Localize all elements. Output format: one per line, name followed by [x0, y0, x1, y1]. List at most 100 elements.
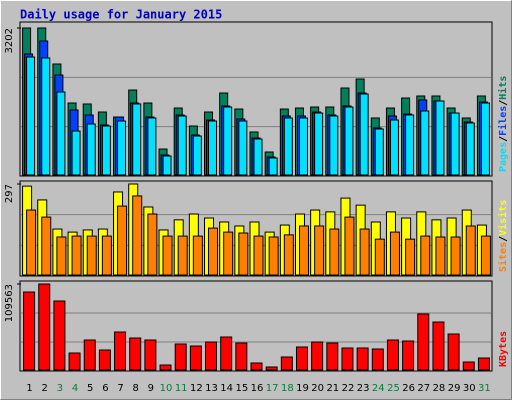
bar — [314, 225, 325, 276]
bar — [208, 227, 219, 276]
x-tick-label: 3 — [57, 383, 63, 394]
panel-frame — [19, 21, 493, 177]
x-tick-label: 16 — [251, 383, 264, 394]
bar — [177, 235, 188, 276]
bar — [223, 231, 234, 276]
bar — [386, 339, 399, 371]
x-tick-label: 13 — [205, 383, 218, 394]
bar — [101, 235, 112, 276]
bar — [477, 357, 490, 371]
bar — [435, 100, 445, 176]
bar — [86, 123, 96, 176]
bar — [341, 347, 354, 371]
chart-title: Daily usage for January 2015 — [20, 8, 222, 22]
x-tick-label: 6 — [102, 383, 108, 394]
bar — [405, 114, 415, 176]
bar — [374, 128, 384, 176]
x-tick-label: 29 — [448, 383, 461, 394]
legend-entry: Visits — [497, 200, 509, 236]
legend-entry: Sites — [497, 242, 509, 272]
bar — [402, 340, 415, 371]
bar — [465, 122, 475, 176]
legend: Pages/Files/Hits — [497, 76, 509, 172]
bar — [298, 225, 309, 276]
bar — [268, 157, 278, 176]
bar — [359, 93, 369, 176]
bar — [159, 364, 172, 371]
x-tick-label: 7 — [117, 383, 123, 394]
bar — [311, 341, 324, 371]
bar — [405, 238, 416, 276]
bar — [268, 236, 279, 276]
x-tick-label: 5 — [87, 383, 93, 394]
x-tick-label: 25 — [387, 383, 400, 394]
x-tick-label: 18 — [281, 383, 294, 394]
legend-entry: Pages — [498, 142, 509, 172]
legend-separator: / — [498, 100, 509, 106]
bar — [101, 125, 111, 176]
bar — [250, 362, 263, 371]
x-tick-label: 20 — [311, 383, 324, 394]
bar — [326, 342, 339, 371]
bar — [132, 103, 142, 176]
bar — [162, 155, 172, 176]
bar — [344, 216, 355, 276]
x-tick-label: 27 — [417, 383, 430, 394]
bar — [374, 238, 385, 276]
x-tick-label: 15 — [235, 383, 248, 394]
bar — [41, 216, 52, 276]
bar — [389, 231, 400, 276]
bar — [83, 339, 96, 371]
x-tick-label: 1 — [26, 383, 32, 394]
bar — [192, 135, 202, 176]
bar — [298, 117, 308, 176]
legend-separator: / — [498, 236, 509, 242]
bar — [26, 209, 37, 276]
bar — [253, 138, 263, 176]
bar — [329, 228, 340, 276]
x-tick-label: 11 — [175, 383, 188, 394]
bar — [417, 313, 430, 371]
bar — [41, 57, 51, 176]
bar — [189, 345, 202, 371]
x-tick-label: 12 — [190, 383, 203, 394]
legend: Sites/Visits — [497, 200, 509, 272]
bar — [56, 91, 66, 176]
bar — [283, 234, 294, 276]
bar — [132, 195, 143, 276]
bar — [435, 236, 446, 276]
bar — [68, 352, 81, 371]
bar — [208, 120, 218, 176]
bar — [238, 120, 248, 176]
bar — [238, 232, 249, 276]
x-tick-label: 9 — [148, 383, 154, 394]
bar — [129, 337, 142, 371]
legend-entry: Hits — [497, 76, 509, 100]
y-tick-label: 3202 — [4, 28, 15, 53]
x-tick-label: 14 — [220, 383, 233, 394]
x-tick-label: 23 — [357, 383, 370, 394]
bar — [371, 348, 384, 371]
bar — [450, 236, 461, 276]
bar — [192, 235, 203, 276]
bar — [432, 321, 445, 371]
bar — [144, 339, 157, 371]
legend-entry: Files — [497, 106, 509, 136]
bar — [295, 346, 308, 371]
x-tick-label: 31 — [478, 383, 491, 394]
x-tick-label: 30 — [463, 383, 476, 394]
bar — [114, 331, 127, 371]
legend: KBytes — [498, 331, 509, 367]
legend-entry: KBytes — [498, 331, 509, 367]
x-tick-label: 28 — [433, 383, 446, 394]
bar — [359, 228, 370, 276]
x-tick-label: 10 — [160, 383, 173, 394]
bar — [26, 56, 36, 176]
bar — [71, 235, 82, 276]
x-tick-label: 21 — [326, 383, 339, 394]
y-tick-label: 297 — [4, 184, 15, 203]
bar — [235, 342, 248, 371]
panel-frame — [19, 280, 493, 372]
panel-frame — [19, 180, 493, 277]
